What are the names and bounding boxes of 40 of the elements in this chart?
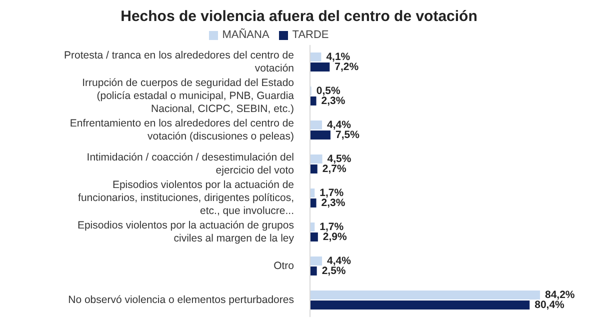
y-tick-label: No observó violencia o elementos perturbadores — [68, 294, 294, 306]
data-label: 0,5% — [316, 84, 341, 97]
data-label: 7,5% — [335, 128, 360, 141]
bar — [310, 120, 322, 130]
data-label: 4,4% — [327, 118, 352, 131]
bar — [310, 130, 330, 140]
data-label: 4,5% — [327, 152, 352, 165]
y-tick-label: Episodios violentos por la actuación de grupos civiles al margen de la ley — [77, 220, 295, 244]
bar — [310, 198, 316, 208]
legend-label: TARDE — [292, 29, 329, 41]
bar — [310, 290, 540, 300]
bar — [310, 300, 530, 310]
data-label: 1,7% — [320, 220, 344, 233]
bar — [310, 96, 316, 106]
data-label: 4,4% — [327, 254, 352, 267]
y-tick-label: Irrupción de cuerpos de seguridad del Estado (policía estadal o municipal, PNB, Guardia Nacional, CICPC, SEBIN, etc.) — [82, 77, 294, 115]
bar — [310, 266, 317, 276]
data-label: 4,1% — [326, 50, 351, 63]
data-label: 2,9% — [322, 230, 348, 243]
y-tick-label: Protesta / tranca en los alrededores del centro de votación — [64, 50, 294, 74]
bar — [310, 256, 322, 266]
data-label: 7,2% — [334, 60, 360, 73]
data-label: 2,7% — [322, 162, 347, 175]
bar — [310, 232, 318, 242]
bar — [310, 154, 322, 164]
y-tick-label: Episodios violentos por la actuación de funcionarios, instituciones, dirigentes políticos, etc., que involucre... — [78, 179, 294, 217]
data-label: 1,7% — [320, 186, 344, 199]
y-tick-label: Intimidación / coacción / desestimulación del ejercicio del voto — [86, 152, 294, 176]
data-label: 2,5% — [322, 264, 346, 277]
y-tick-label: Otro — [274, 260, 294, 272]
y-tick-label: Enfrentamiento en los alrededores del centro de votación (discusiones o peleas) — [70, 118, 294, 142]
bar — [310, 62, 330, 72]
bar — [310, 164, 318, 174]
data-label: 80,4% — [534, 298, 566, 311]
legend-label: MAÑANA — [222, 29, 270, 41]
data-label: 2,3% — [321, 94, 346, 107]
bar — [310, 52, 322, 62]
data-label: 2,3% — [321, 196, 346, 209]
data-label: 84,2% — [545, 288, 576, 301]
chart-title: Hechos de violencia afuera del centro de votación — [120, 8, 478, 25]
